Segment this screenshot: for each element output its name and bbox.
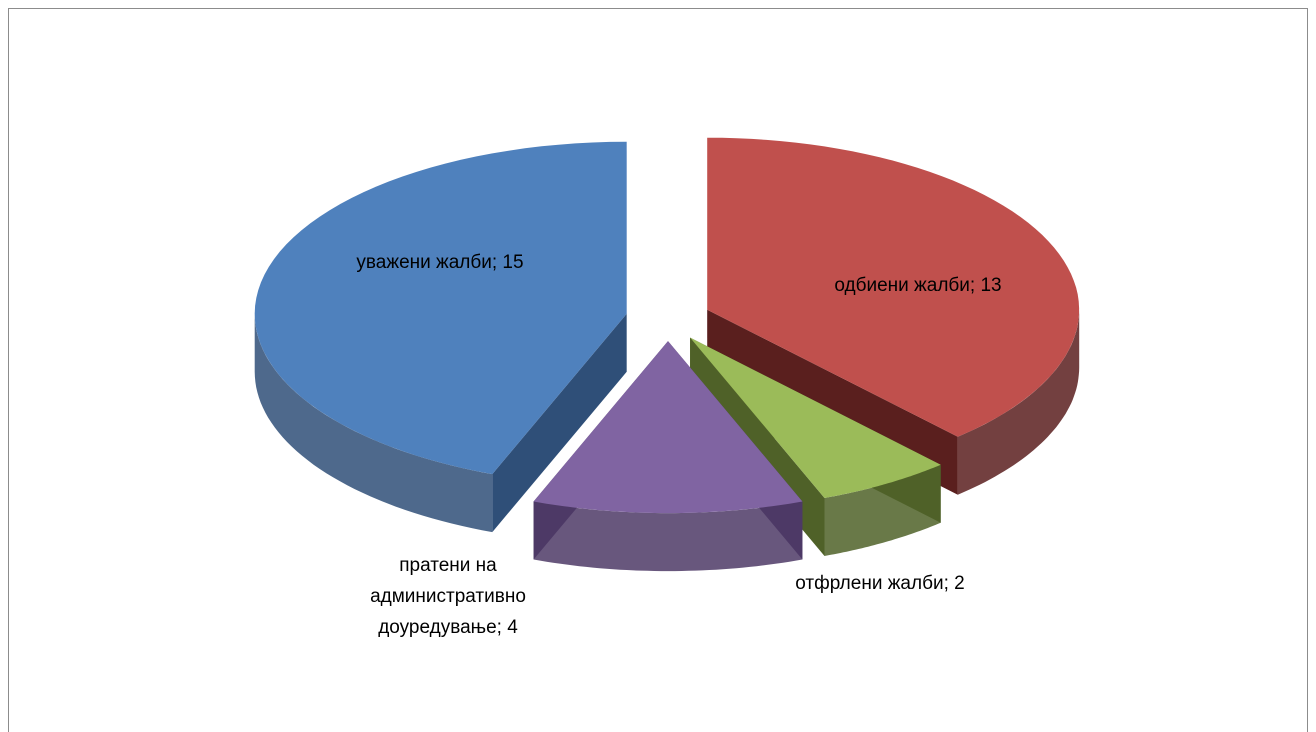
data-label: уважени жалби; 15	[356, 252, 523, 273]
data-label-line: доуредување; 4	[378, 617, 518, 638]
slice-wall	[957, 309, 1080, 495]
data-label: отфрлени жалби; 2	[795, 573, 964, 594]
data-label: пратени на административно доуредување; 4	[370, 555, 526, 638]
slice-wall	[254, 313, 493, 533]
slice-top	[707, 137, 1080, 437]
data-label: одбиени жалби; 13	[834, 275, 1001, 296]
slice	[254, 141, 627, 533]
data-label-line: пратени на	[399, 555, 497, 576]
data-label-line: административно	[370, 586, 526, 607]
slice	[533, 341, 803, 572]
slice-top	[690, 337, 941, 498]
slice-top	[254, 141, 627, 475]
slice-wall	[533, 501, 803, 572]
slice-wall	[824, 464, 941, 556]
slice-top	[533, 341, 803, 514]
slice-side	[492, 313, 627, 533]
